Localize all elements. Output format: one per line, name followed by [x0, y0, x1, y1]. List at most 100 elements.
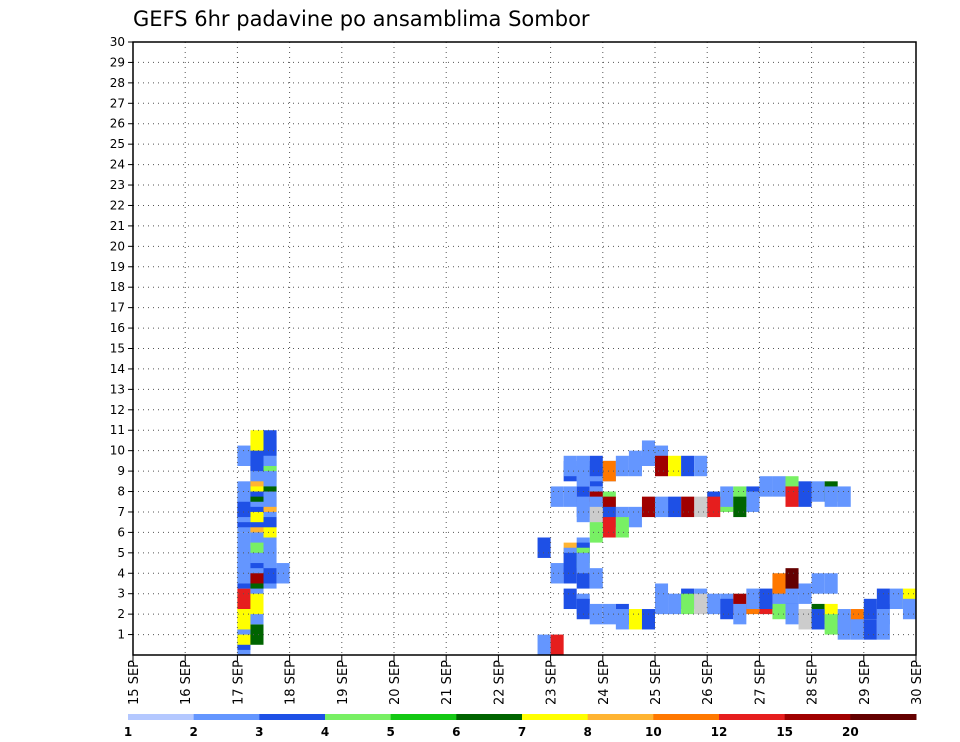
heatmap-cell	[811, 573, 825, 594]
heatmap-cell	[628, 506, 642, 528]
legend-label: 12	[711, 725, 728, 739]
heatmap-cell	[837, 619, 851, 640]
y-tick-label: 2	[117, 607, 125, 621]
legend-swatch	[719, 714, 786, 720]
heatmap-cell	[746, 491, 760, 512]
heatmap-cell	[250, 430, 264, 451]
legend-label: 15	[776, 725, 793, 739]
legend-swatch	[784, 714, 851, 720]
heatmap-cell	[798, 609, 812, 630]
x-tick-label: 25 SEP	[649, 660, 664, 705]
heatmap-cell	[615, 455, 629, 477]
heatmap-cell	[694, 496, 708, 518]
y-tick-label: 25	[110, 137, 125, 151]
heatmap-cell	[655, 455, 669, 477]
heatmap-cell	[263, 430, 277, 451]
heatmap-cell	[576, 568, 590, 589]
heatmap-cells	[237, 430, 916, 655]
heatmap-cell	[576, 455, 590, 477]
heatmap-cell	[759, 588, 773, 610]
legend-label: 10	[645, 725, 662, 739]
heatmap-cell	[785, 603, 799, 625]
heatmap-cell	[550, 563, 564, 584]
heatmap-cell	[641, 609, 655, 630]
legend-swatch	[390, 714, 457, 720]
y-tick-label: 22	[110, 198, 125, 212]
heatmap-cell	[602, 517, 616, 538]
heatmap-cell	[250, 624, 264, 645]
heatmap-cell	[237, 547, 251, 569]
legend-swatch	[653, 714, 720, 720]
y-tick-label: 23	[110, 178, 125, 192]
legend-swatch	[587, 714, 654, 720]
heatmap-cell	[863, 619, 877, 640]
heatmap-cell	[589, 522, 603, 543]
y-tick-label: 27	[110, 96, 125, 110]
legend-swatch	[850, 714, 917, 720]
heatmap-cell	[589, 568, 603, 589]
legend-label: 8	[583, 725, 591, 739]
y-tick-label: 8	[117, 485, 125, 499]
heatmap-cell	[733, 603, 747, 625]
heatmap-cell	[811, 609, 825, 630]
legend-label: 7	[518, 725, 526, 739]
y-tick-label: 9	[117, 464, 125, 478]
x-tick-label: 19 SEP	[336, 660, 351, 705]
heatmap-cell	[563, 455, 577, 477]
heatmap-cell	[824, 573, 838, 594]
y-axis: 1234567891011121314151617181920212223242…	[110, 35, 133, 642]
heatmap-cell	[602, 603, 616, 625]
legend-swatch	[325, 714, 392, 720]
heatmap-cell	[824, 486, 838, 507]
heatmap-cell	[615, 609, 629, 630]
heatmap-cell	[772, 598, 786, 620]
y-tick-label: 29	[110, 55, 125, 69]
x-tick-label: 22 SEP	[492, 660, 507, 705]
x-tick-label: 29 SEP	[858, 660, 873, 705]
x-tick-label: 23 SEP	[545, 660, 560, 705]
heatmap-cell	[694, 593, 708, 615]
x-tick-label: 15 SEP	[127, 660, 142, 705]
y-tick-label: 14	[110, 362, 125, 376]
legend-swatch	[456, 714, 523, 720]
y-tick-label: 1	[117, 628, 125, 642]
heatmap-cell	[576, 598, 590, 620]
heatmap-cell	[733, 496, 747, 518]
x-axis: 15 SEP 16 SEP 17 SEP 18 SEP 19 SEP 20 SEP 21 S…	[127, 655, 925, 705]
y-tick-label: 17	[110, 301, 125, 315]
legend-label: 3	[255, 725, 263, 739]
heatmap-cell	[863, 598, 877, 620]
legend-label: 4	[321, 725, 329, 739]
heatmap-cell	[655, 583, 669, 604]
y-tick-label: 4	[117, 566, 125, 580]
heatmap-cell	[681, 455, 695, 477]
heatmap-cell	[602, 460, 616, 482]
y-tick-label: 19	[110, 260, 125, 274]
x-tick-label: 26 SEP	[701, 660, 716, 705]
heatmap-cell	[615, 517, 629, 538]
heatmap-cell	[785, 486, 799, 507]
y-tick-label: 28	[110, 76, 125, 90]
heatmap-cell	[876, 588, 890, 610]
heatmap-cell	[237, 532, 251, 553]
x-tick-label: 28 SEP	[806, 660, 821, 705]
heatmap-cell	[563, 552, 577, 574]
y-tick-label: 7	[117, 505, 125, 519]
x-tick-label: 30 SEP	[910, 660, 925, 705]
heatmap-cell	[681, 496, 695, 518]
x-tick-label: 16 SEP	[179, 660, 194, 705]
y-tick-label: 21	[110, 219, 125, 233]
legend-swatch	[522, 714, 589, 720]
y-tick-label: 24	[110, 158, 125, 172]
heatmap-cell	[628, 609, 642, 630]
y-tick-label: 18	[110, 280, 125, 294]
heatmap-cell	[824, 614, 838, 635]
y-tick-label: 20	[110, 239, 125, 253]
heatmap-cell	[563, 588, 577, 610]
heatmap-cell	[628, 450, 642, 472]
x-tick-label: 24 SEP	[597, 660, 612, 705]
heatmap-cell	[550, 486, 564, 507]
heatmap-cell	[589, 603, 603, 625]
heatmap-cell	[720, 598, 734, 620]
